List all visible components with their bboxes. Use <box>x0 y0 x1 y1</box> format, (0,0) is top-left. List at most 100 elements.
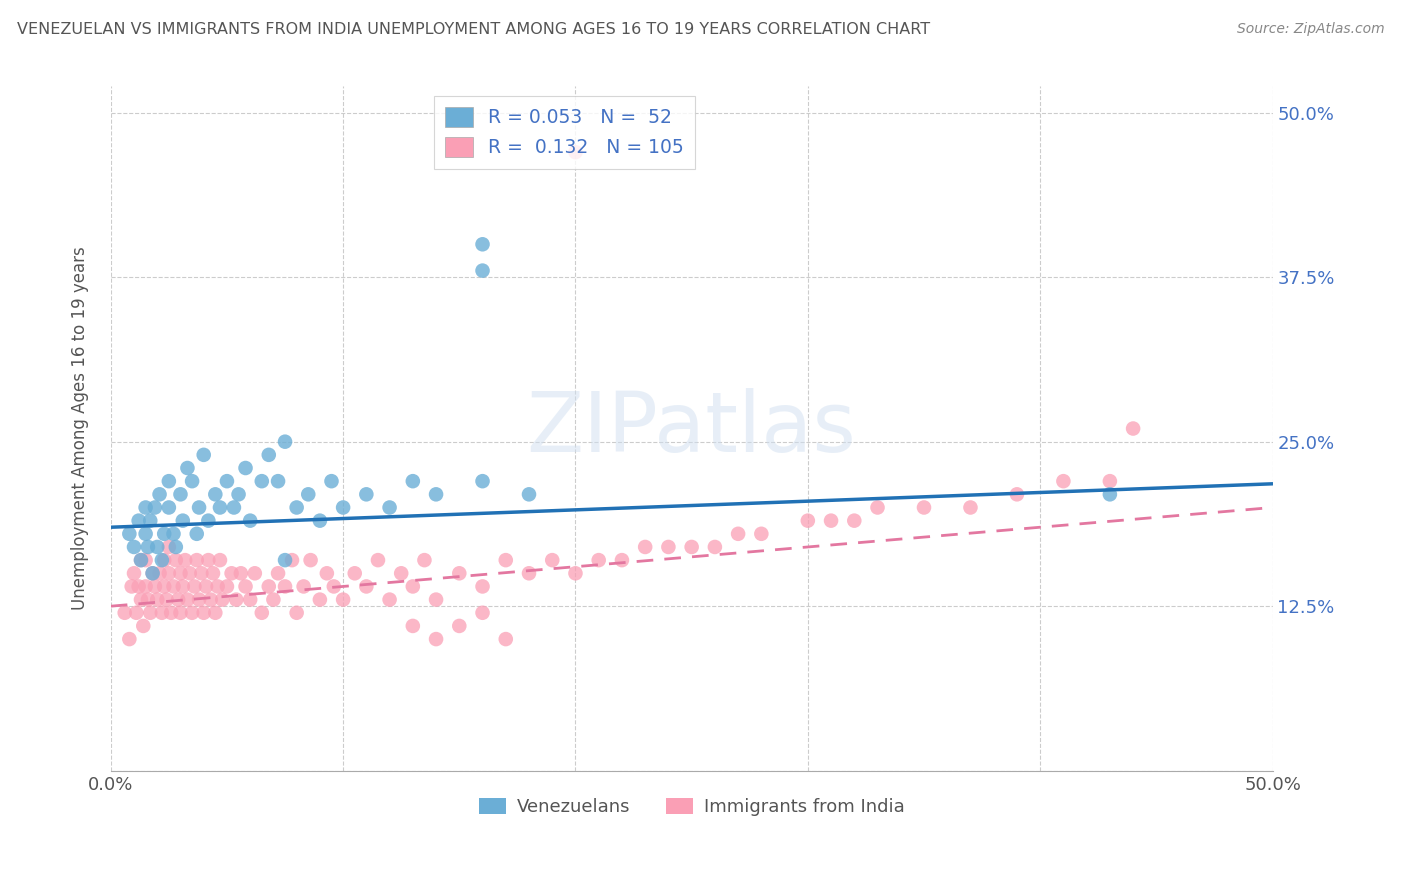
Point <box>186 526 208 541</box>
Point <box>751 526 773 541</box>
Point <box>235 461 257 475</box>
Point <box>188 500 211 515</box>
Point <box>142 566 165 581</box>
Point <box>1098 474 1121 488</box>
Point <box>157 540 180 554</box>
Point <box>193 606 215 620</box>
Point <box>564 566 586 581</box>
Point <box>136 540 159 554</box>
Point <box>262 592 284 607</box>
Point <box>188 592 211 607</box>
Point <box>146 540 169 554</box>
Point <box>165 553 187 567</box>
Point <box>160 606 183 620</box>
Point <box>274 553 297 567</box>
Point <box>125 606 148 620</box>
Point <box>959 500 981 515</box>
Point <box>250 606 273 620</box>
Point <box>128 514 150 528</box>
Point <box>142 566 165 581</box>
Point <box>122 566 145 581</box>
Point <box>229 566 252 581</box>
Point <box>588 553 610 567</box>
Point <box>197 514 219 528</box>
Point <box>208 553 231 567</box>
Point <box>425 632 447 646</box>
Point <box>471 237 494 252</box>
Point <box>162 526 184 541</box>
Point <box>321 474 343 488</box>
Point <box>157 500 180 515</box>
Point <box>402 474 425 488</box>
Point <box>169 566 191 581</box>
Y-axis label: Unemployment Among Ages 16 to 19 years: Unemployment Among Ages 16 to 19 years <box>72 247 89 610</box>
Point <box>153 579 176 593</box>
Point <box>162 579 184 593</box>
Point <box>703 540 725 554</box>
Point <box>190 566 212 581</box>
Point <box>239 592 262 607</box>
Point <box>367 553 389 567</box>
Point <box>208 500 231 515</box>
Point <box>389 566 412 581</box>
Point <box>402 579 425 593</box>
Point <box>155 592 177 607</box>
Point <box>610 553 633 567</box>
Point <box>1052 474 1074 488</box>
Point <box>471 606 494 620</box>
Point <box>299 553 322 567</box>
Point <box>195 579 218 593</box>
Point <box>332 592 354 607</box>
Point <box>564 145 586 160</box>
Point <box>186 553 208 567</box>
Point <box>285 606 308 620</box>
Point <box>425 487 447 501</box>
Text: Source: ZipAtlas.com: Source: ZipAtlas.com <box>1237 22 1385 37</box>
Point <box>118 526 141 541</box>
Text: VENEZUELAN VS IMMIGRANTS FROM INDIA UNEMPLOYMENT AMONG AGES 16 TO 19 YEARS CORRE: VENEZUELAN VS IMMIGRANTS FROM INDIA UNEM… <box>17 22 929 37</box>
Point <box>146 592 169 607</box>
Point <box>122 540 145 554</box>
Point <box>165 540 187 554</box>
Point <box>181 474 204 488</box>
Point <box>356 487 378 501</box>
Point <box>129 553 152 567</box>
Point <box>143 500 166 515</box>
Point <box>471 474 494 488</box>
Point <box>274 434 297 449</box>
Point <box>121 579 143 593</box>
Point <box>114 606 136 620</box>
Point <box>172 514 194 528</box>
Point <box>207 579 229 593</box>
Point <box>844 514 866 528</box>
Point <box>257 579 280 593</box>
Point <box>179 566 201 581</box>
Point <box>197 553 219 567</box>
Point <box>148 487 170 501</box>
Point <box>378 592 401 607</box>
Point <box>274 579 297 593</box>
Point <box>200 592 222 607</box>
Point <box>866 500 889 515</box>
Point <box>820 514 842 528</box>
Point <box>222 500 245 515</box>
Point <box>211 592 233 607</box>
Point <box>174 553 197 567</box>
Point <box>181 606 204 620</box>
Point <box>413 553 436 567</box>
Point <box>257 448 280 462</box>
Point <box>128 579 150 593</box>
Point <box>153 526 176 541</box>
Point <box>201 566 224 581</box>
Point <box>517 566 540 581</box>
Point <box>449 619 471 633</box>
Point <box>681 540 703 554</box>
Point <box>169 487 191 501</box>
Point <box>315 566 337 581</box>
Point <box>143 579 166 593</box>
Point <box>235 579 257 593</box>
Point <box>157 566 180 581</box>
Point <box>139 606 162 620</box>
Point <box>176 461 198 475</box>
Point <box>356 579 378 593</box>
